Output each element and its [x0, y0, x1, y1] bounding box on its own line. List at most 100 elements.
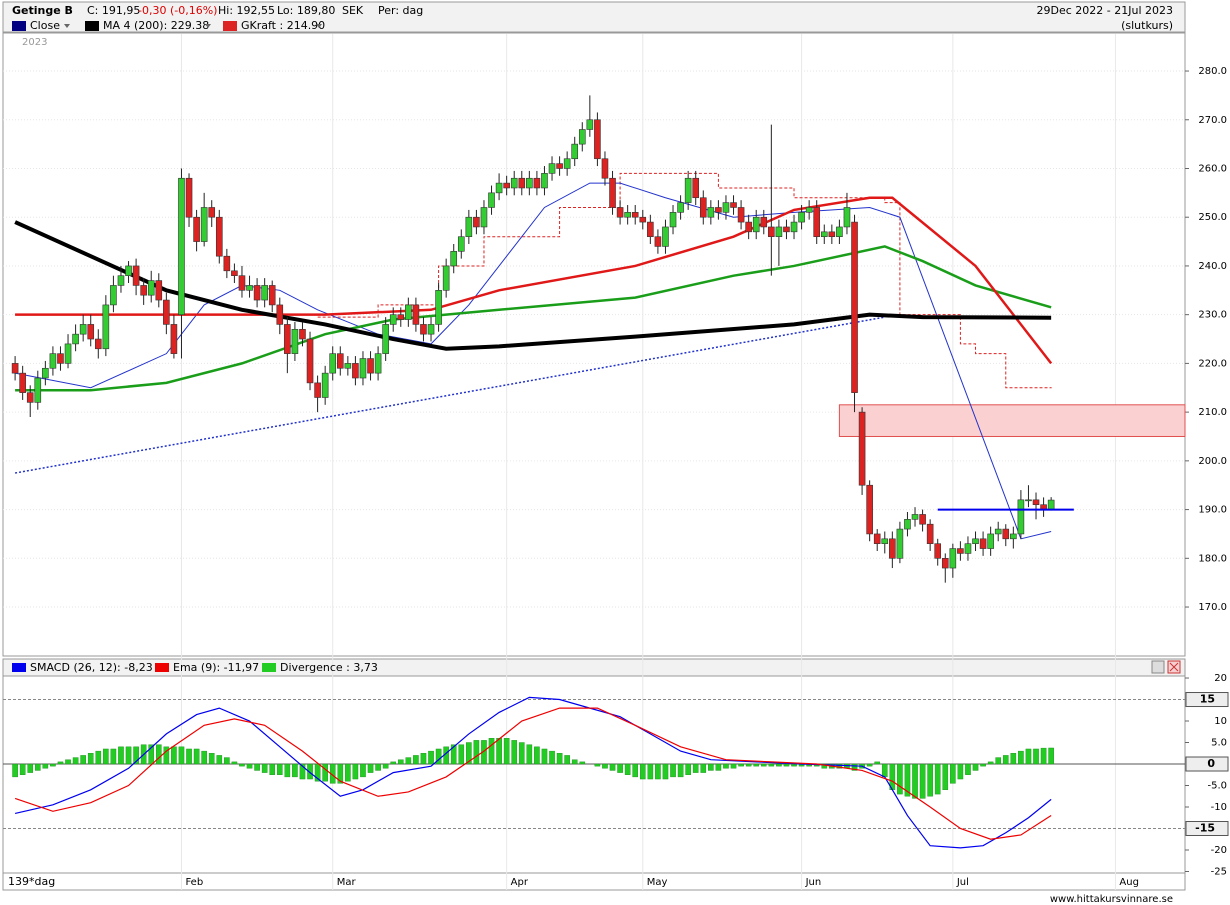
divergence-bar: [57, 761, 64, 765]
divergence-bar: [632, 763, 639, 778]
y-tick-label: -5.0: [1207, 781, 1227, 792]
period: Per: dag: [378, 4, 423, 17]
candle-body: [662, 226, 669, 247]
divergence-bar: [579, 761, 586, 765]
date-range: 29Dec 2022 - 21Jul 2023: [1037, 4, 1174, 17]
candle-body: [972, 538, 979, 544]
candle-body: [594, 119, 601, 160]
divergence-bar: [352, 763, 359, 780]
divergence-bar: [466, 742, 472, 765]
candle-body: [465, 216, 473, 238]
candle-body: [790, 221, 798, 233]
divergence-bar: [103, 748, 109, 765]
candle-body: [609, 177, 616, 208]
divergence-bar: [87, 753, 94, 765]
candle-body: [669, 212, 677, 228]
divergence-bar: [125, 746, 132, 765]
reference-label: -15: [1195, 822, 1215, 835]
divergence-bar: [1040, 747, 1047, 765]
divergence-bar: [345, 763, 351, 782]
divergence-bar: [246, 763, 253, 769]
overlay-line: [15, 196, 1053, 365]
candle-body: [382, 324, 389, 354]
change: -0,30 (-0,16%): [138, 4, 217, 17]
currency: SEK: [342, 4, 364, 17]
overlay-line: [15, 172, 1052, 389]
divergence-bar: [692, 763, 699, 773]
candle-body: [1017, 499, 1025, 535]
divergence-bar: [224, 757, 230, 765]
candle-body: [631, 212, 639, 218]
divergence-bar: [738, 763, 744, 767]
divergence-bar: [428, 750, 434, 765]
candle-body: [503, 182, 510, 189]
divergence-bar: [1048, 747, 1054, 765]
divergence-bar: [700, 763, 707, 773]
high: Hi: 192,55: [218, 4, 275, 17]
candle-body: [737, 207, 745, 223]
divergence-bar: [193, 748, 200, 765]
reference-box: [1185, 821, 1229, 837]
candle-body: [979, 538, 987, 549]
candle-body: [654, 236, 662, 247]
divergence-bar: [390, 761, 397, 765]
divergence-bar: [715, 763, 722, 771]
divergence-bar: [821, 763, 828, 769]
candle-body: [79, 324, 87, 335]
overlay-line: [14, 316, 885, 474]
divergence-bar: [549, 750, 555, 765]
candle-body: [526, 177, 533, 189]
y-tick-label: -20: [1211, 845, 1227, 856]
divergence-bar: [934, 763, 941, 795]
legend-label: Close: [30, 19, 60, 32]
overlay-line: [15, 245, 1052, 392]
divergence-bar: [639, 763, 646, 780]
divergence-bar: [496, 738, 502, 765]
candle-body: [427, 324, 435, 335]
candle-body: [707, 207, 715, 218]
candle-body: [457, 236, 465, 252]
candle-body: [699, 197, 707, 218]
candle-body: [964, 543, 972, 554]
mode: (slutkurs): [1121, 19, 1173, 32]
y-tick-label: -25: [1211, 866, 1227, 877]
x-tick-label: May: [647, 877, 668, 888]
divergence-bar: [897, 763, 903, 795]
candle-body: [730, 202, 737, 208]
divergence-bar: [670, 763, 676, 778]
settings-button[interactable]: [1151, 660, 1165, 674]
divergence-bar: [239, 763, 245, 767]
price-panel: [2, 32, 1186, 657]
candle-body: [57, 353, 64, 364]
divergence-bar: [284, 763, 291, 778]
candle-body: [178, 177, 185, 315]
divergence-bar: [881, 763, 888, 778]
x-tick-label: Jul: [956, 877, 969, 888]
candle-body: [155, 280, 163, 301]
candle-body: [934, 543, 942, 559]
divergence-bar: [655, 763, 661, 780]
legend-swatch: [12, 21, 26, 31]
y-tick-label: 180.0: [1198, 553, 1227, 564]
candle-body: [926, 523, 934, 544]
divergence-bar: [662, 763, 669, 780]
divergence-bar: [904, 763, 911, 797]
candle-body: [556, 163, 563, 169]
candle-body: [193, 216, 200, 242]
legend-swatch: [12, 663, 26, 672]
candle-body: [510, 177, 518, 189]
y-tick-label: 270.0: [1198, 115, 1227, 126]
ticker: Getinge B: [12, 4, 73, 17]
divergence-bar: [65, 759, 71, 765]
divergence-bar: [541, 748, 548, 765]
candle-body: [873, 533, 881, 544]
divergence-bar: [458, 744, 465, 765]
candle-body: [208, 207, 216, 218]
header-bar: [2, 1, 1186, 33]
candle-body: [480, 207, 488, 228]
divergence-bar: [473, 740, 480, 765]
divergence-bar: [1002, 755, 1009, 765]
divergence-bar: [299, 763, 306, 780]
divergence-bar: [201, 750, 207, 765]
candle-body: [768, 226, 775, 238]
